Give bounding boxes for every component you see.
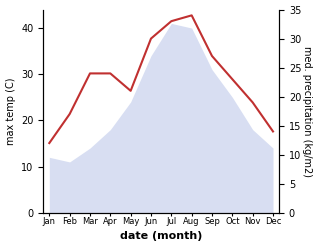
Y-axis label: max temp (C): max temp (C) [5,77,16,145]
X-axis label: date (month): date (month) [120,231,202,242]
Y-axis label: med. precipitation (kg/m2): med. precipitation (kg/m2) [302,46,313,177]
